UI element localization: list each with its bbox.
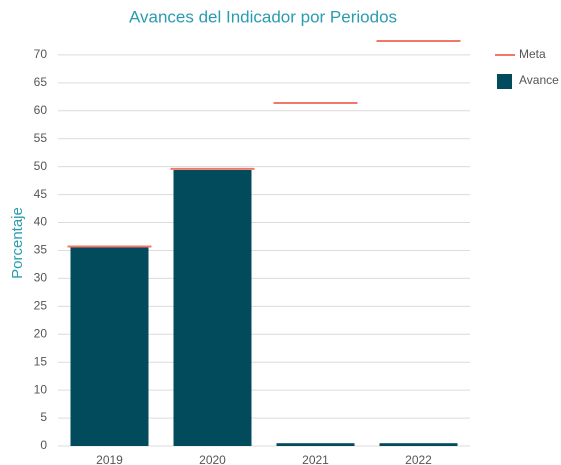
y-tick-label: 35	[34, 243, 48, 257]
x-tick-label: 2019	[96, 453, 123, 465]
y-axis-label: Porcentaje	[9, 207, 26, 279]
bar	[379, 443, 458, 446]
y-tick-label: 65	[34, 75, 48, 89]
x-tick-label: 2022	[405, 453, 432, 465]
y-tick-label: 55	[34, 131, 48, 145]
y-tick-label: 40	[34, 215, 48, 229]
chart-title: Avances del Indicador por Periodos	[129, 7, 397, 26]
x-tick-label: 2021	[302, 453, 329, 465]
y-tick-label: 45	[34, 187, 48, 201]
bar	[173, 170, 252, 446]
legend-swatch	[497, 74, 512, 89]
y-tick-label: 70	[34, 47, 48, 61]
y-tick-label: 10	[34, 382, 48, 396]
legend-label: Meta	[519, 47, 546, 61]
y-tick-label: 60	[34, 103, 48, 117]
bar	[70, 247, 149, 446]
y-tick-label: 30	[34, 271, 48, 285]
y-tick-label: 25	[34, 299, 48, 313]
legend-label: Avance	[519, 73, 559, 87]
y-tick-label: 20	[34, 326, 48, 340]
y-tick-label: 15	[34, 354, 48, 368]
bar	[276, 443, 355, 446]
x-tick-label: 2020	[199, 453, 226, 465]
y-tick-label: 0	[40, 438, 47, 452]
y-tick-label: 5	[40, 410, 47, 424]
y-tick-label: 50	[34, 159, 48, 173]
